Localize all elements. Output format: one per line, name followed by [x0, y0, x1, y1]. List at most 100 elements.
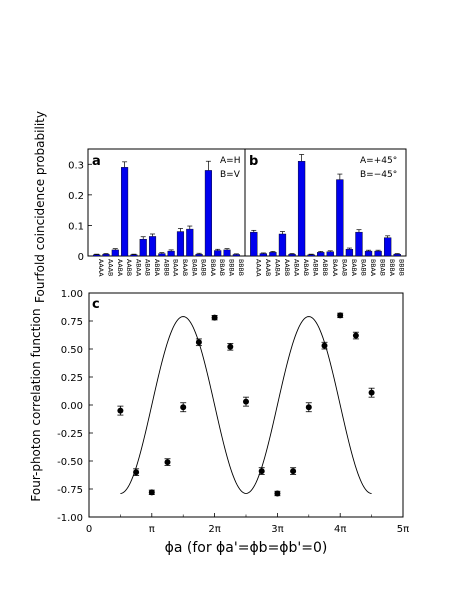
panel-a-ytick-label: 0.3: [68, 160, 84, 171]
panel-c-data-point: [133, 469, 140, 476]
panel-a-bar: [204, 170, 212, 257]
panel-a-category-label: ABBA: [153, 259, 160, 277]
panel-c-xtick-label: π: [149, 524, 155, 535]
panel-c-ytick-label: -1.00: [57, 513, 83, 524]
panel-c-ytick-label: -0.25: [57, 429, 83, 440]
panel-b-bar: [269, 252, 277, 257]
panel-a-ytick-label: 0.2: [68, 191, 84, 202]
panel-a-ytick-label: 0: [78, 252, 84, 263]
panel-b-label: b: [249, 154, 258, 169]
panel-b-bar: [364, 250, 373, 257]
panel-a: 00.10.20.3 AAAA AAAB AABA AABB ABAA ABAB ABBA A…: [68, 148, 246, 277]
panel-a-legend-b: B=V: [220, 170, 241, 180]
panel-c-data-point: [195, 339, 202, 346]
panel-b-category-label: AAAB: [264, 259, 271, 276]
panel-a-category-label: AABB: [125, 259, 132, 276]
panel-b-category-label: ABAB: [302, 259, 309, 276]
panel-c-data-point: [274, 490, 281, 497]
panel-a-category-label: ABAA: [134, 259, 141, 277]
panel-b-bar: [317, 252, 325, 257]
panel-b-bar: [384, 237, 392, 257]
panel-c-data-point: [352, 332, 359, 339]
panel-c-data-point: [290, 468, 297, 475]
panel-c-ylabel: Four-photon correlation function: [29, 308, 43, 501]
panel-b-bars: [250, 154, 401, 257]
panel-b-legend-b: B=−45°: [360, 170, 397, 180]
panel-b-category-label: BBBA: [388, 259, 395, 277]
panel-c-data-point: [180, 404, 187, 411]
panel-b-bar: [278, 233, 287, 257]
panel-a-bar: [186, 228, 194, 257]
panel-c-xtick-label: 2π: [208, 524, 220, 535]
panel-a-category-label: BBAA: [209, 259, 216, 277]
panel-b-bar: [355, 231, 363, 257]
panel-a-bar: [232, 254, 240, 257]
panel-b-category-label: AABB: [283, 259, 290, 276]
panel-b-category-label: BABA: [350, 259, 357, 277]
panel-c-data-point: [227, 343, 234, 350]
panel-a-category-label: ABAB: [144, 259, 151, 276]
panel-b-category-label: BAAB: [340, 259, 347, 276]
panel-c-data-point: [337, 312, 344, 319]
panel-c: 1.00 0.75 0.50 0.25 0.00 -0.25 -0.50 -0.75 -1.00…: [29, 289, 409, 556]
panel-c-data-point: [117, 407, 124, 414]
panel-a-category-label: AABA: [116, 259, 123, 277]
panel-b-category-label: BAAA: [331, 259, 338, 277]
panel-b-bar: [345, 249, 354, 257]
panel-a-bar: [130, 254, 138, 257]
panel-c-ytick-label: -0.50: [57, 457, 83, 468]
panel-a-category-label: BABB: [200, 259, 207, 276]
panel-b-category-label: BABB: [359, 259, 366, 276]
panel-a-bar: [121, 167, 129, 257]
panel-c-ytick-label: 0.25: [61, 373, 83, 384]
panel-b-category-label: AABA: [273, 259, 280, 277]
panel-c-data-point: [305, 404, 312, 411]
panel-a-bar: [214, 250, 222, 257]
panel-a-bar: [176, 231, 185, 257]
panel-c-xtick-label: 0: [86, 524, 92, 535]
panel-c-ytick-label: 1.00: [61, 289, 83, 300]
panel-a-category-label: BBBB: [237, 259, 244, 276]
panel-ab-ylabel: Fourfold coincidence probability: [33, 111, 47, 303]
panel-a-ytick-label: 0.1: [68, 221, 84, 232]
panel-b-bar: [250, 231, 258, 257]
panel-c-points: [117, 312, 375, 497]
panel-b-bar: [307, 254, 315, 257]
panel-b-bar: [297, 161, 306, 257]
panel-b-bar: [393, 253, 401, 257]
panel-a-bar: [158, 253, 166, 257]
panel-c-xtick-label: 5π: [397, 524, 409, 535]
panel-a-bar: [139, 238, 147, 257]
panel-c-data-point: [258, 468, 265, 475]
panel-b-legend-a: A=+45°: [360, 156, 397, 166]
panel-b-bar: [374, 250, 382, 257]
panel-c-ytick-label: 0.00: [61, 401, 83, 412]
panel-c-xtick-label: 4π: [334, 524, 346, 535]
panel-b-category-label: BBAA: [369, 259, 376, 277]
panel-a-legend-a: A=H: [220, 156, 240, 166]
panel-b-category-label: BBAB: [379, 259, 386, 276]
panel-a-bar: [111, 249, 119, 257]
panel-b: AAAA AAAB AABA AABB ABAA ABAB ABBA ABBB BAAA BAAB…: [244, 148, 407, 277]
panel-a-category-label: BBAB: [218, 259, 225, 276]
panel-b-xcats: AAAA AAAB AABA AABB ABAA ABAB ABBA ABBB BAAA BAAB…: [254, 259, 404, 277]
panel-a-category-label: BAAA: [172, 259, 179, 277]
panel-a-bars: [93, 160, 240, 257]
panel-a-category-label: AAAB: [106, 259, 113, 276]
panel-c-fit-curve: [120, 316, 372, 494]
panel-b-bar: [326, 251, 334, 257]
panel-a-category-label: BAAB: [181, 259, 188, 276]
panel-c-data-point: [368, 389, 375, 396]
panel-c-ytick-label: -0.75: [57, 485, 83, 496]
panel-a-bar: [93, 254, 101, 257]
panel-c-yticks: 1.00 0.75 0.50 0.25 0.00 -0.25 -0.50 -0.75 -1.00: [57, 289, 93, 524]
panel-a-category-label: ABBB: [162, 259, 169, 276]
panel-c-data-point: [164, 459, 171, 466]
panel-a-category-label: BABA: [190, 259, 197, 277]
panel-a-category-label: AAAA: [97, 259, 104, 277]
panel-c-ytick-label: 0.75: [61, 317, 83, 328]
panel-a-label: a: [92, 154, 101, 169]
panel-a-bar: [102, 253, 110, 257]
panel-c-label: c: [92, 297, 100, 312]
